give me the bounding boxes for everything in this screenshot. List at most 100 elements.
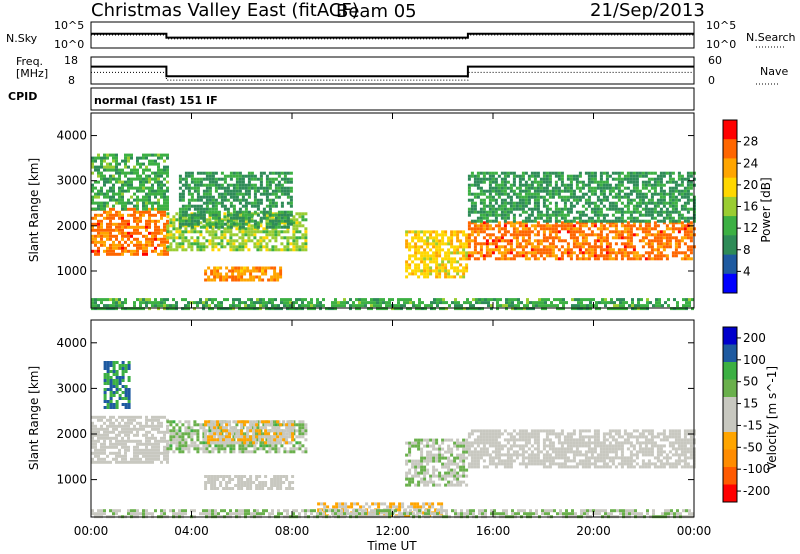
power-cell xyxy=(181,207,185,211)
vel-cell xyxy=(145,433,148,437)
power-cell xyxy=(304,236,308,240)
power-cell xyxy=(196,207,200,211)
power-cell xyxy=(515,204,519,208)
power-cell xyxy=(286,213,290,217)
vel-cell xyxy=(91,424,94,428)
power-cell xyxy=(238,242,242,246)
power-cell xyxy=(124,298,127,302)
power-cell xyxy=(541,307,544,311)
power-cell xyxy=(253,307,256,311)
power-cell xyxy=(456,245,460,249)
vel-cell xyxy=(106,388,110,391)
power-cell xyxy=(405,230,409,234)
power-cell xyxy=(238,222,242,226)
vel-cell xyxy=(97,451,100,455)
power-cell xyxy=(106,252,109,256)
power-cell xyxy=(689,233,693,237)
vel-cell xyxy=(210,420,214,424)
power-cell xyxy=(223,189,227,193)
power-cell xyxy=(665,239,669,243)
power-cell xyxy=(139,298,142,302)
power-cell xyxy=(479,189,483,193)
cpid-label: CPID xyxy=(8,90,37,103)
power-cell xyxy=(521,245,525,249)
power-cell xyxy=(187,174,191,178)
power-cell xyxy=(662,195,666,199)
power-cell xyxy=(680,204,684,208)
power-cell xyxy=(217,216,221,220)
power-cell xyxy=(509,242,513,246)
power-cell xyxy=(109,186,112,190)
power-cell xyxy=(259,183,263,187)
power-cell xyxy=(487,301,490,305)
power-cell xyxy=(423,239,427,243)
vel-cell xyxy=(115,424,118,428)
vel-cell xyxy=(151,418,154,422)
vel-cell xyxy=(103,433,106,437)
power-cell xyxy=(521,207,525,211)
power-cell xyxy=(127,237,130,241)
power-cell xyxy=(211,248,215,252)
power-cell xyxy=(596,245,600,249)
power-cell xyxy=(196,195,200,199)
power-cell xyxy=(145,222,148,226)
power-cell xyxy=(530,210,534,214)
power-colorbar-swatch xyxy=(723,158,737,179)
power-cell xyxy=(671,227,675,231)
power-cell xyxy=(682,307,685,311)
vel-cell xyxy=(187,432,191,436)
power-cell xyxy=(536,201,540,205)
power-cell xyxy=(109,174,112,178)
power-cell xyxy=(575,210,579,214)
power-cell xyxy=(225,272,229,276)
power-cell xyxy=(548,245,552,249)
power-cell xyxy=(286,189,290,193)
power-cell xyxy=(202,210,206,214)
power-cell xyxy=(271,192,275,196)
power-cell xyxy=(453,269,457,273)
power-cell xyxy=(617,177,621,181)
power-cell xyxy=(370,304,373,308)
power-cell xyxy=(133,307,136,311)
power-cell xyxy=(566,189,570,193)
power-cell xyxy=(196,245,200,249)
power-cell xyxy=(631,301,634,305)
power-cell xyxy=(514,304,517,308)
power-cell xyxy=(175,227,179,231)
vel-cell xyxy=(252,429,256,433)
power-cell xyxy=(271,204,275,208)
power-cell xyxy=(575,174,579,178)
power-cell xyxy=(415,307,418,311)
power-cell xyxy=(560,180,564,184)
vel-cell xyxy=(163,445,166,449)
power-cell xyxy=(100,207,103,211)
power-cell xyxy=(485,210,489,214)
power-cell xyxy=(602,171,606,175)
vel-cell xyxy=(166,420,170,424)
power-cell xyxy=(405,242,409,246)
power-cell xyxy=(223,186,227,190)
vel-cell xyxy=(246,441,250,445)
power-cell xyxy=(91,307,94,311)
power-cell xyxy=(163,307,166,311)
power-cell xyxy=(214,180,218,184)
power-cell xyxy=(575,245,579,249)
power-cell xyxy=(691,307,694,311)
power-cell xyxy=(599,180,603,184)
power-cell xyxy=(539,251,543,255)
vel-cell xyxy=(288,429,292,433)
power-cell xyxy=(668,242,672,246)
power-cell xyxy=(653,171,657,175)
power-cell xyxy=(596,236,600,240)
power-cell xyxy=(199,210,203,214)
power-cell xyxy=(421,301,424,305)
power-cell xyxy=(488,204,492,208)
power-cell xyxy=(518,224,522,228)
power-cell xyxy=(503,213,507,217)
power-cell xyxy=(414,254,418,258)
vel-cell xyxy=(118,448,121,452)
power-cell xyxy=(518,233,522,237)
power-cell xyxy=(599,207,603,211)
power-cell xyxy=(103,307,106,311)
power-cell xyxy=(223,212,227,216)
